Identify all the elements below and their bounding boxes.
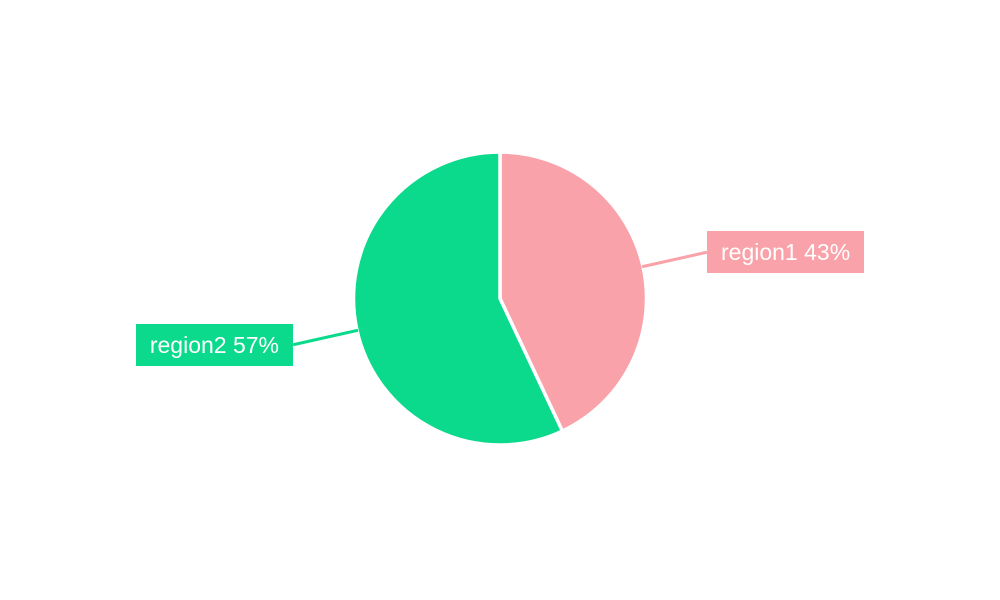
slice-label-region1: region1 43% <box>707 231 865 273</box>
slice-label-region2: region2 57% <box>135 324 293 366</box>
leader-line-region1 <box>641 250 708 269</box>
leader-line-region2 <box>292 328 359 347</box>
